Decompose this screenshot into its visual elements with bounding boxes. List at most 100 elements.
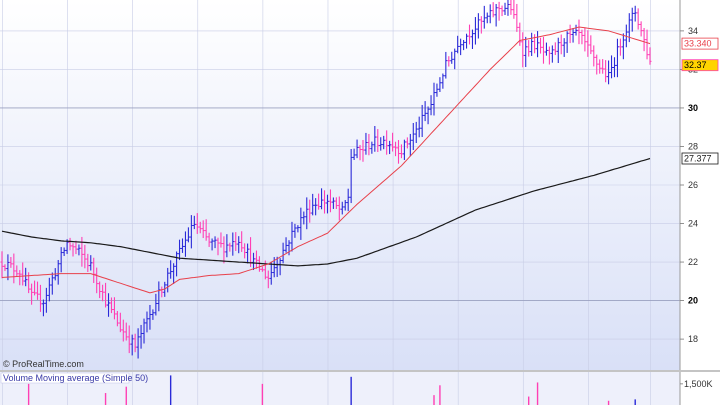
ohlc-bar <box>630 7 634 32</box>
ohlc-bar <box>509 0 513 15</box>
volume-vertical-grid <box>2 372 651 405</box>
ohlc-bar <box>178 239 182 261</box>
ohlc-bar <box>124 322 128 341</box>
ohlc-bar <box>358 144 362 161</box>
ohlc-bar <box>370 141 374 154</box>
ohlc-bar <box>612 57 616 78</box>
ohlc-bar <box>485 12 489 24</box>
ohlc-bar <box>204 219 208 241</box>
ohlc-bar <box>568 24 572 44</box>
ohlc-bar <box>379 137 383 151</box>
ohlc-bar <box>396 140 400 164</box>
ma-long-value: 27.377 <box>684 154 712 164</box>
ohlc-bar <box>260 266 264 272</box>
ohlc-bar <box>399 144 403 159</box>
ohlc-bar <box>21 262 25 286</box>
ohlc-bar <box>9 256 13 268</box>
close-value: 32.37 <box>684 60 707 70</box>
y-tick-label: 30 <box>688 103 698 113</box>
ohlc-bar <box>541 36 545 64</box>
ohlc-bar <box>524 36 528 67</box>
ohlc-bar <box>506 0 510 16</box>
ohlc-bar <box>536 31 540 58</box>
y-tick-label: 26 <box>688 180 698 190</box>
ohlc-bar <box>95 267 99 294</box>
ohlc-bar <box>462 39 466 51</box>
ohlc-bar <box>515 3 519 32</box>
ohlc-bar <box>429 95 433 116</box>
ohlc-bar <box>109 297 113 314</box>
ohlc-bar <box>450 51 454 64</box>
ohlc-bar <box>89 255 93 271</box>
ohlc-bar <box>293 223 297 238</box>
ma-short-value: 33.340 <box>684 39 712 49</box>
ohlc-bar <box>373 126 377 152</box>
ohlc-bar <box>317 193 321 210</box>
ohlc-bar <box>420 104 424 137</box>
ohlc-bar <box>621 33 625 60</box>
ohlc-bar <box>148 304 152 330</box>
ohlc-bar <box>556 37 560 64</box>
ohlc-bar <box>592 45 596 67</box>
ohlc-bar <box>284 237 288 253</box>
ohlc-bar <box>323 190 327 214</box>
ohlc-bar <box>189 215 193 249</box>
ohlc-bar <box>521 32 525 68</box>
ohlc-bar <box>604 60 608 83</box>
ohlc-bar <box>639 21 643 37</box>
ohlc-bar <box>411 122 415 151</box>
ohlc-bar <box>175 251 179 277</box>
ohlc-bar <box>349 149 353 204</box>
ohlc-bar <box>562 38 566 57</box>
ohlc-bar <box>133 333 137 353</box>
ohlc-bar <box>473 17 477 45</box>
ohlc-bar <box>115 311 119 327</box>
ohlc-bar <box>595 54 599 75</box>
ohlc-bar <box>325 194 329 214</box>
ohlc-bar <box>207 232 211 247</box>
ohlc-bar <box>186 227 190 243</box>
ohlc-bar <box>636 8 640 30</box>
ohlc-bar <box>36 281 40 300</box>
ohlc-bar <box>423 101 427 122</box>
volume-bars <box>27 375 636 405</box>
ohlc-bar <box>151 309 155 320</box>
ohlc-bar <box>74 240 78 255</box>
ohlc-bar <box>571 28 575 43</box>
ohlc-bar <box>441 73 445 89</box>
ohlc-bar <box>145 311 149 333</box>
ohlc-bar <box>607 60 611 85</box>
ohlc-bar <box>574 24 578 36</box>
ohlc-bar <box>565 31 569 53</box>
ohlc-bar <box>41 299 45 317</box>
ohlc-bar <box>287 240 291 256</box>
ohlc-bar <box>497 1 501 21</box>
ohlc-bar <box>559 34 563 55</box>
volume-axis-label: 1,500K <box>684 379 713 389</box>
ohlc-bar <box>222 236 226 264</box>
ohlc-bar <box>577 19 581 45</box>
ohlc-bar <box>15 265 19 277</box>
ohlc-bar <box>172 263 176 285</box>
y-tick-label: 24 <box>688 219 698 229</box>
ohlc-bar <box>408 133 412 157</box>
ohlc-bar <box>136 328 140 359</box>
ohlc-bar <box>30 283 34 305</box>
ohlc-bar <box>340 201 344 215</box>
ohlc-bar <box>24 267 28 287</box>
ohlc-bar <box>305 197 309 230</box>
ohlc-bar <box>453 48 457 70</box>
ohlc-bar <box>169 260 173 279</box>
close-value-tag: 32.37 <box>681 59 719 72</box>
ohlc-bar <box>130 334 134 356</box>
ohlc-bar <box>601 59 605 74</box>
ohlc-bar <box>228 242 232 252</box>
ohlc-bar <box>518 22 522 46</box>
ohlc-bar <box>243 243 247 259</box>
ohlc-bar <box>68 237 72 251</box>
ohlc-bar <box>44 287 48 313</box>
ohlc-bar <box>527 40 531 57</box>
ohlc-bar <box>308 199 312 223</box>
